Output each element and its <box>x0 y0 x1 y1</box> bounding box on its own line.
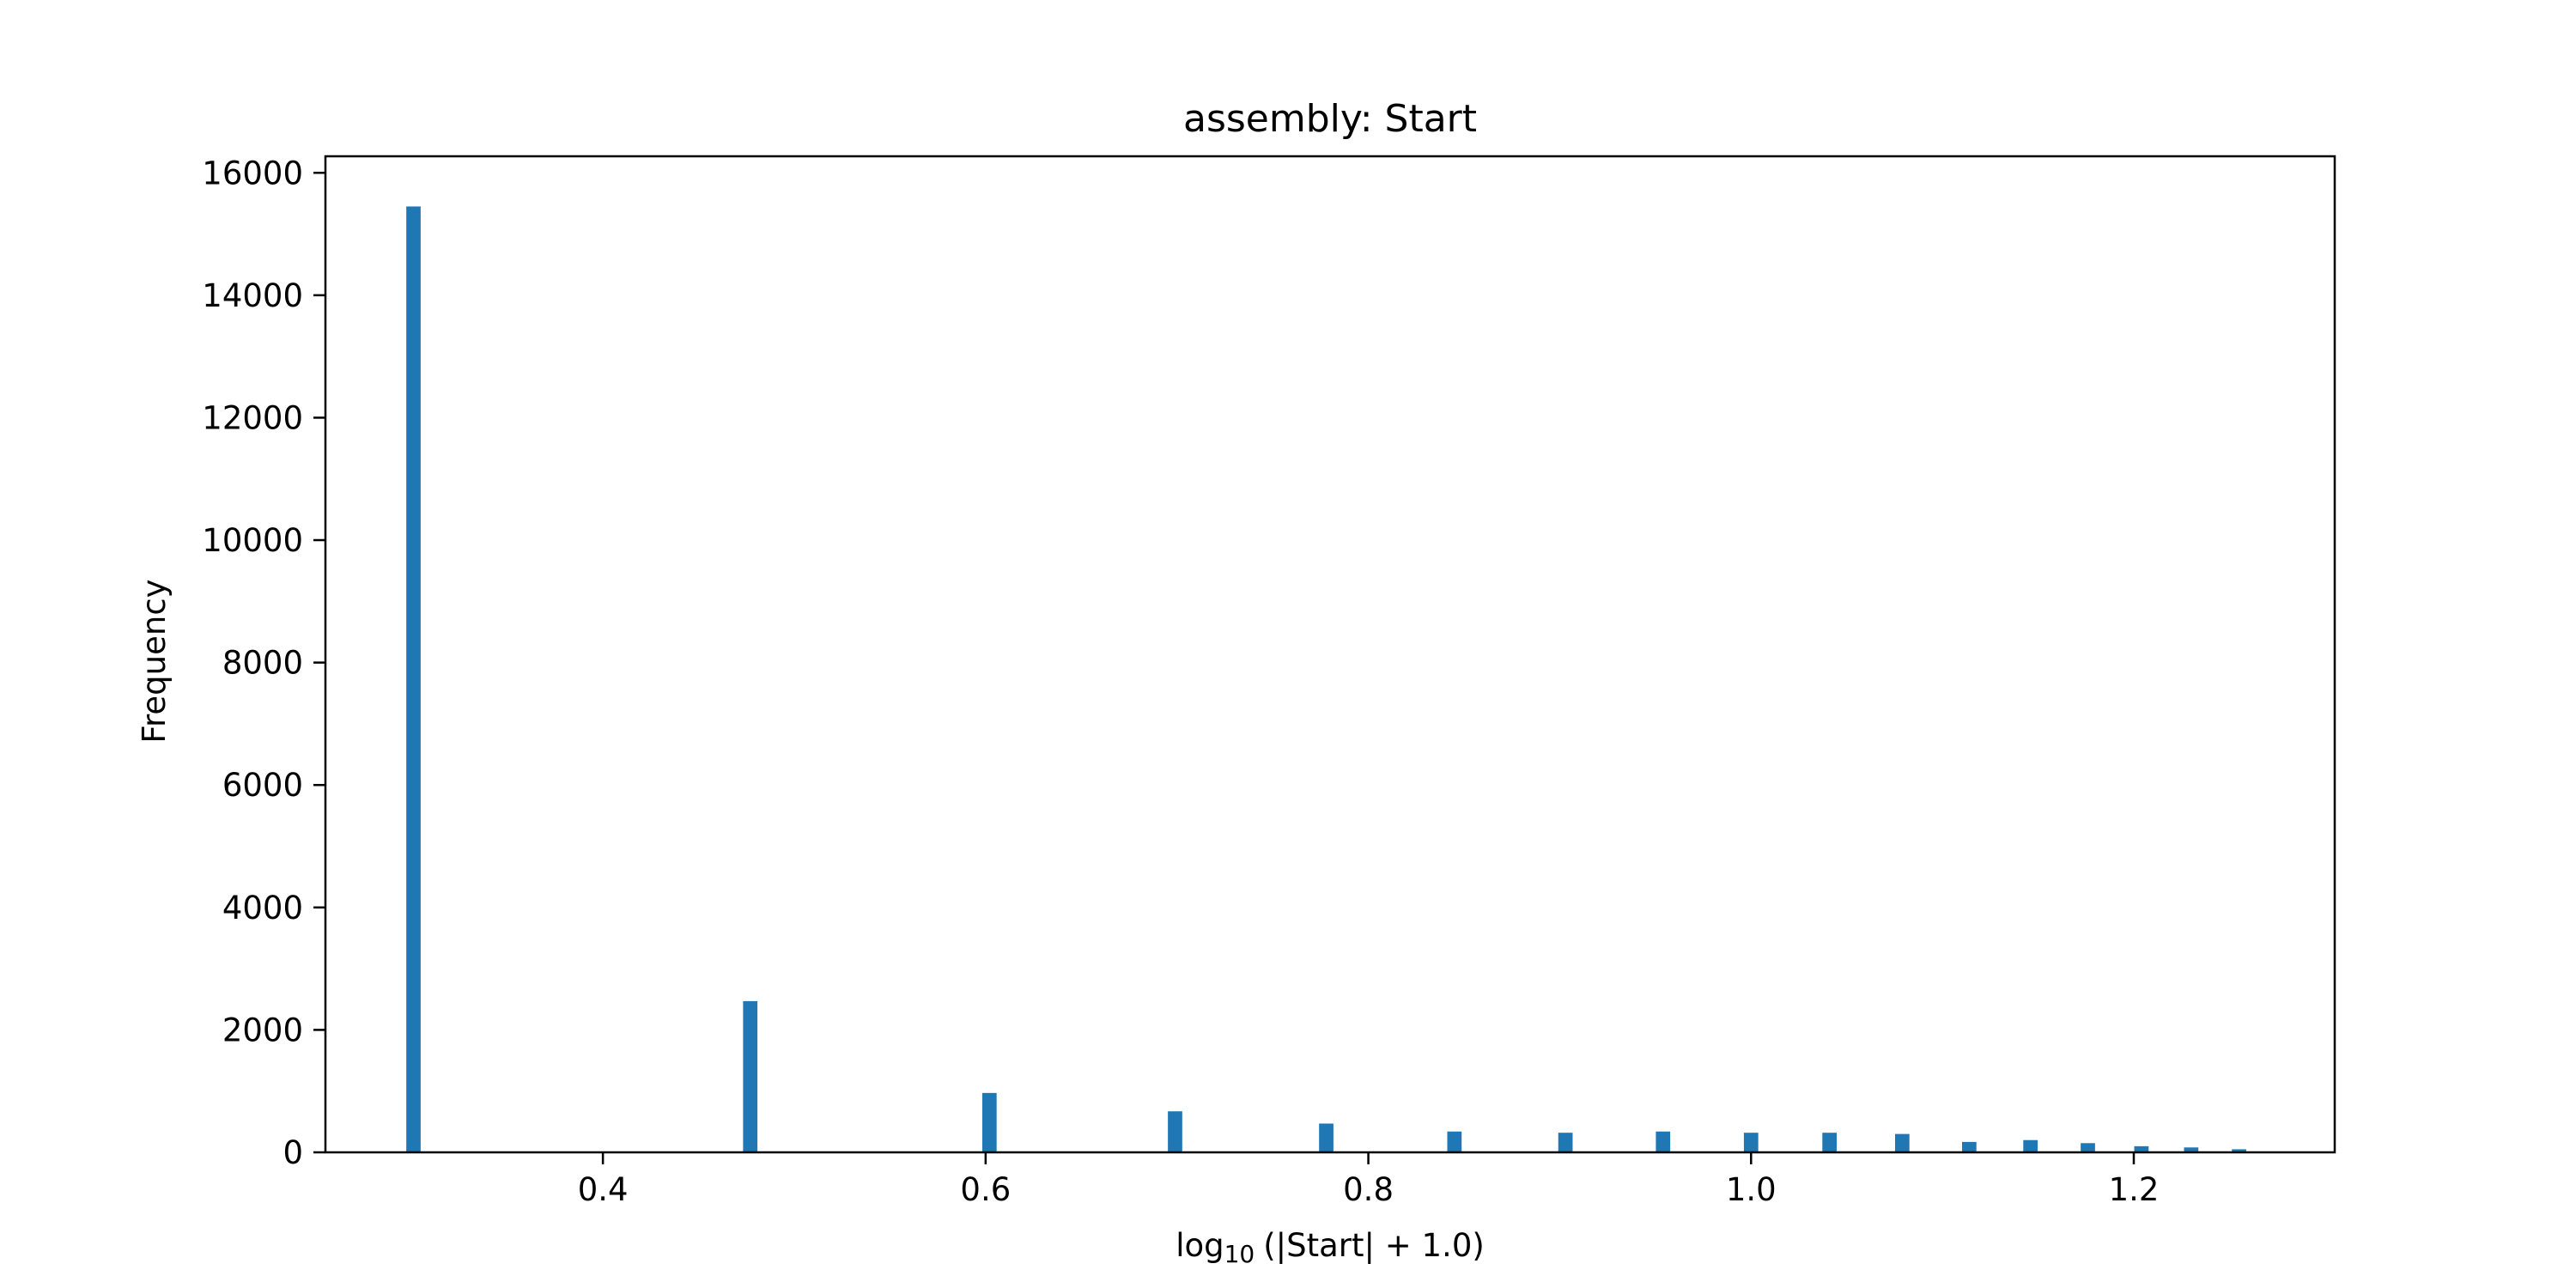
y-tick-label: 6000 <box>222 767 303 804</box>
x-axis-label-prefix: log <box>1176 1227 1224 1264</box>
x-tick-label: 1.2 <box>2109 1171 2160 1208</box>
x-tick-label: 0.8 <box>1343 1171 1394 1208</box>
histogram-bar <box>2232 1149 2246 1152</box>
y-tick-label: 4000 <box>222 890 303 927</box>
x-tick-label: 0.4 <box>578 1171 629 1208</box>
histogram-bar <box>981 1092 997 1152</box>
y-axis: 0 2000 4000 6000 8000 10000 12000 14000 16000 <box>202 155 325 1171</box>
histogram-bar <box>1656 1131 1671 1152</box>
chart-title: assembly: Start <box>1183 97 1477 141</box>
histogram-bar <box>1319 1123 1334 1152</box>
y-tick-label: 2000 <box>222 1012 303 1048</box>
plot-area-frame <box>324 155 2336 1154</box>
bars-group <box>406 206 2246 1153</box>
histogram-bar <box>1743 1133 1759 1152</box>
histogram-bar <box>743 1000 758 1152</box>
histogram-bar <box>2184 1147 2199 1152</box>
histogram-bar <box>1447 1131 1462 1152</box>
histogram-bar <box>1894 1133 1910 1152</box>
histogram-bar <box>1558 1133 1573 1152</box>
y-tick-label: 0 <box>283 1134 303 1171</box>
histogram-bar <box>2134 1145 2149 1152</box>
x-tick-label: 1.0 <box>1726 1171 1777 1208</box>
x-axis-label-suffix: (|Start| + 1.0) <box>1263 1227 1485 1264</box>
histogram-bar <box>2081 1143 2095 1152</box>
x-axis-label-subscript: 10 <box>1224 1240 1255 1268</box>
y-tick-label: 10000 <box>202 522 303 559</box>
x-tick-label: 0.6 <box>960 1171 1011 1208</box>
x-axis: 0.4 0.6 0.8 1.0 1.2 <box>578 1152 2160 1208</box>
y-axis-label: Frequency <box>136 579 173 743</box>
x-axis-label: log10 (|Start| + 1.0) <box>1176 1227 1485 1268</box>
y-tick-label: 16000 <box>202 155 303 191</box>
histogram-bar <box>2023 1139 2038 1152</box>
histogram-bar <box>1822 1133 1838 1152</box>
histogram-bar <box>1961 1141 1977 1152</box>
histogram-bar <box>406 206 421 1153</box>
y-tick-label: 12000 <box>202 399 303 436</box>
histogram-bar <box>1168 1111 1182 1152</box>
y-tick-label: 8000 <box>222 645 303 682</box>
y-tick-label: 14000 <box>202 277 303 314</box>
